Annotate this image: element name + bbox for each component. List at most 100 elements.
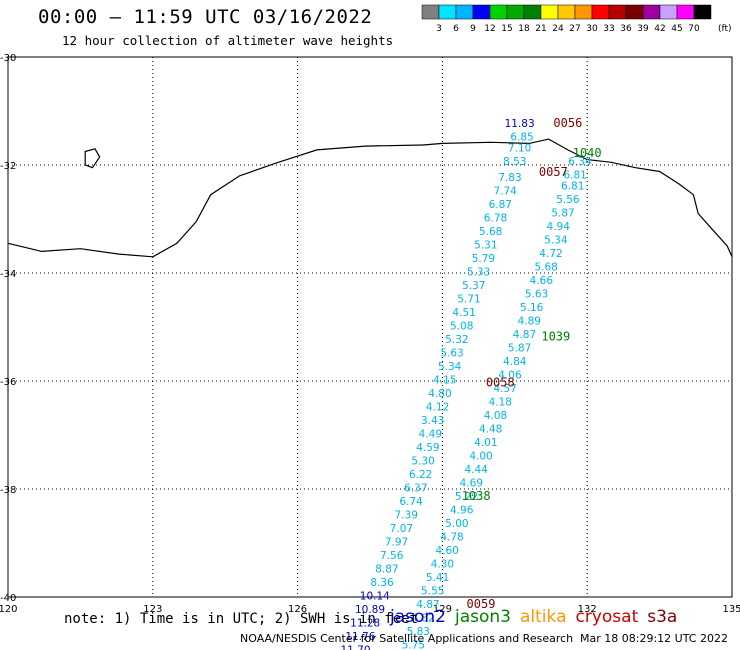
legend-tick-label: 21 bbox=[535, 24, 546, 34]
wave-height-label: 5.22 bbox=[455, 491, 478, 503]
wave-height-label: 5.87 bbox=[508, 342, 531, 354]
wave-height-label: 8.87 bbox=[375, 564, 398, 576]
wave-height-label: 4.72 bbox=[539, 248, 562, 260]
legend-tick-label: 15 bbox=[501, 24, 512, 34]
wave-height-label: 11.76 bbox=[345, 631, 375, 643]
wave-height-label: 7.56 bbox=[380, 550, 404, 562]
wave-height-label: 7.39 bbox=[395, 510, 418, 522]
wave-height-label: 6.37 bbox=[404, 483, 427, 495]
wave-height-label: 4.51 bbox=[452, 307, 475, 319]
wave-height-label: 4.49 bbox=[419, 429, 442, 441]
wave-height-label: 5.55 bbox=[421, 585, 444, 597]
wave-height-label: 5.00 bbox=[445, 518, 468, 530]
wave-height-label: 4.01 bbox=[474, 437, 497, 449]
credit-timestamp: Mar 18 08:29:12 UTC 2022 bbox=[580, 632, 728, 645]
map-title: 00:00 – 11:59 UTC 03/16/2022 bbox=[38, 6, 373, 28]
satellite-name: jason3 bbox=[455, 607, 511, 627]
wave-height-label: 5.63 bbox=[440, 348, 463, 360]
wave-height-label: 4.80 bbox=[428, 388, 451, 400]
wave-height-label: 10.14 bbox=[360, 591, 390, 603]
credit-text: NOAA/NESDIS Center for Satellite Applica… bbox=[240, 632, 574, 645]
wave-height-label: 7.07 bbox=[390, 523, 413, 535]
wave-height-label: 7.97 bbox=[385, 537, 408, 549]
wave-height-label: 6.34 bbox=[568, 156, 592, 168]
wave-height-label: 7.74 bbox=[493, 186, 517, 198]
wave-height-label: 5.83 bbox=[407, 626, 430, 638]
satellite-name: s3a bbox=[647, 607, 678, 627]
wave-height-label: 5.71 bbox=[457, 294, 480, 306]
coastline-west bbox=[7, 144, 424, 258]
wave-height-label: 4.57 bbox=[493, 383, 516, 395]
wave-height-label: 4.12 bbox=[426, 402, 449, 414]
legend-tick-label: 36 bbox=[620, 24, 632, 34]
lat-tick-label: -32 bbox=[0, 161, 16, 172]
wave-height-label: 11.70 bbox=[340, 645, 370, 650]
wave-height-label: 4.15 bbox=[433, 375, 456, 387]
lon-tick-label: 135 bbox=[722, 604, 740, 615]
note-text: note: 1) Time is in UTC; 2) SWH is in fe… bbox=[64, 611, 419, 627]
pass-time-label: 1038 bbox=[462, 489, 491, 503]
wave-height-label: 6.78 bbox=[484, 213, 507, 225]
wave-height-label: 5.34 bbox=[438, 361, 462, 373]
legend-tick-label: 33 bbox=[603, 24, 614, 34]
wave-height-label: 5.75 bbox=[402, 639, 425, 650]
lon-tick-label: 126 bbox=[288, 604, 307, 615]
lat-tick-label: -38 bbox=[0, 485, 16, 496]
lat-tick-label: -36 bbox=[0, 377, 16, 388]
lon-tick-label: 120 bbox=[0, 604, 18, 615]
legend-tick-label: 42 bbox=[654, 24, 665, 34]
wave-height-label: 7.10 bbox=[508, 143, 531, 155]
color-legend: 3 6 9 12 15 18 21 24 27 30 33 36 39 42 45 70 (ft) bbox=[421, 4, 732, 34]
wave-height-label: 5.34 bbox=[544, 234, 568, 246]
pass-time-label: 1039 bbox=[541, 330, 570, 344]
wave-height-label: 8.53 bbox=[503, 156, 526, 168]
wave-height-label: 5.31 bbox=[474, 240, 497, 252]
legend-unit-label: (ft) bbox=[718, 24, 732, 34]
lon-tick-label: 132 bbox=[578, 604, 597, 615]
pass-time-label: 0059 bbox=[467, 597, 496, 611]
legend-tick-label: 70 bbox=[688, 24, 700, 34]
wave-height-label: 5.41 bbox=[426, 572, 449, 584]
satellite-name: jason2 bbox=[390, 607, 446, 627]
wave-height-label: 5.32 bbox=[445, 334, 468, 346]
legend-tick-label: 12 bbox=[484, 24, 495, 34]
wave-height-label: 5.33 bbox=[467, 267, 490, 279]
wave-height-label: 4.78 bbox=[440, 531, 463, 543]
wave-height-label: 5.68 bbox=[479, 226, 502, 238]
wave-height-label: 4.60 bbox=[436, 545, 459, 557]
satellite-legend: jason2 jason3 altika cryosat s3a bbox=[390, 607, 686, 627]
wave-height-label: 4.84 bbox=[503, 356, 527, 368]
legend-swatch bbox=[693, 4, 712, 20]
coastline bbox=[423, 138, 733, 258]
wave-height-label: 11.83 bbox=[505, 118, 535, 130]
wave-height-label: 6.22 bbox=[409, 469, 432, 481]
legend-tick-label: 39 bbox=[637, 24, 649, 34]
lat-tick-label: -40 bbox=[0, 593, 16, 604]
legend-tick-label: 3 bbox=[436, 24, 442, 34]
wave-height-label: 7.83 bbox=[498, 172, 521, 184]
wave-height-label: 4.18 bbox=[489, 396, 512, 408]
island-outline bbox=[84, 148, 101, 169]
legend-tick-label: 24 bbox=[552, 24, 564, 34]
wave-height-label: 5.68 bbox=[534, 261, 557, 273]
legend-tick-label: 45 bbox=[671, 24, 682, 34]
map-frame bbox=[7, 56, 733, 598]
wave-height-label: 11.28 bbox=[350, 618, 380, 630]
legend-tick-label: 6 bbox=[453, 24, 459, 34]
wave-height-label: 4.87 bbox=[513, 329, 536, 341]
pass-time-label: 0058 bbox=[486, 375, 515, 389]
map-subtitle: 12 hour collection of altimeter wave hei… bbox=[62, 33, 394, 48]
wave-height-label: 4.30 bbox=[431, 558, 454, 570]
legend-tick-label: 27 bbox=[569, 24, 580, 34]
wave-height-label: 5.08 bbox=[450, 321, 473, 333]
lon-tick-label: 129 bbox=[433, 604, 452, 615]
wave-height-label: 4.66 bbox=[530, 275, 554, 287]
wave-height-label: 4.06 bbox=[498, 369, 522, 381]
wave-height-label: 5.63 bbox=[525, 288, 548, 300]
wave-height-label: 6.87 bbox=[489, 199, 512, 211]
wave-height-label: 4.87 bbox=[416, 599, 439, 611]
wave-height-label: 5.87 bbox=[551, 207, 574, 219]
wave-height-label: 4.48 bbox=[479, 423, 502, 435]
wave-height-label: 5.37 bbox=[462, 280, 485, 292]
